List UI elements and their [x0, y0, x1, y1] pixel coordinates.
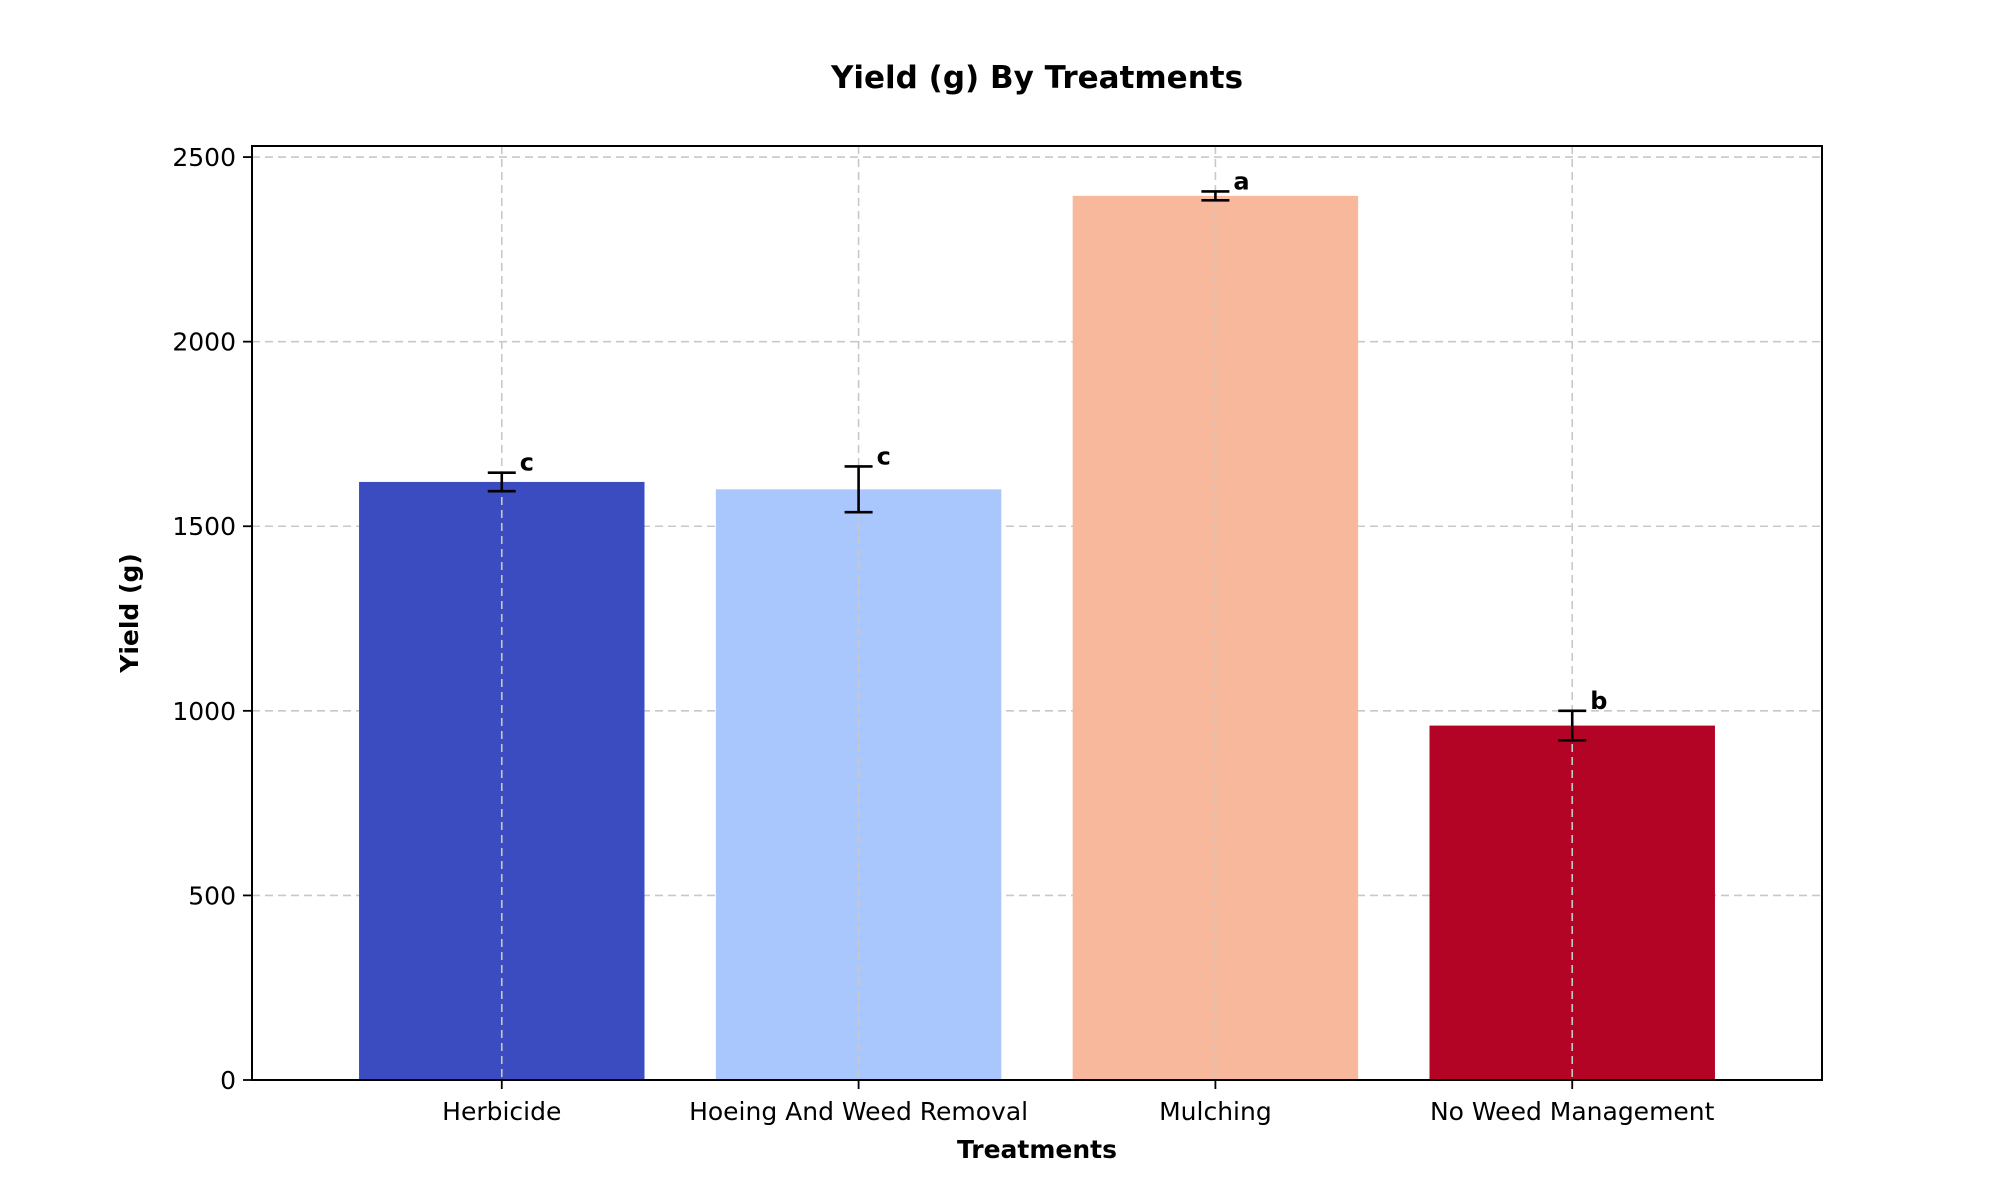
error-bars [487, 190, 1587, 742]
y-axis: 0 500 1000 1500 2000 2500 [172, 143, 252, 1095]
significance-letter: a [1233, 167, 1249, 195]
y-tick-label: 2000 [172, 328, 236, 357]
x-tick-label: Hoeing And Weed Removal [689, 1097, 1028, 1126]
x-grid [500, 146, 1574, 1080]
y-axis-label: Yield (g) [115, 553, 144, 674]
x-axis: Herbicide Hoeing And Weed Removal Mulching… [442, 1080, 1715, 1126]
y-tick-label: 1000 [172, 697, 236, 726]
bar [359, 481, 645, 1080]
y-tick-label: 1500 [172, 512, 236, 541]
x-axis-label: Treatments [957, 1135, 1117, 1164]
x-tick-label: No Weed Management [1430, 1097, 1715, 1126]
x-tick-label: Mulching [1159, 1097, 1272, 1126]
significance-letter: c [877, 442, 891, 470]
y-tick-label: 2500 [172, 143, 236, 172]
y-tick-label: 500 [188, 881, 236, 910]
significance-letters: c c a b [520, 167, 1608, 714]
y-tick-label: 0 [220, 1066, 236, 1095]
plot-frame [251, 145, 1823, 1081]
x-tick-label: Herbicide [442, 1097, 561, 1126]
significance-letter: b [1590, 687, 1607, 715]
bars [359, 195, 1715, 1080]
significance-letter: c [520, 449, 534, 477]
chart-title: Yield (g) By Treatments [830, 60, 1243, 96]
